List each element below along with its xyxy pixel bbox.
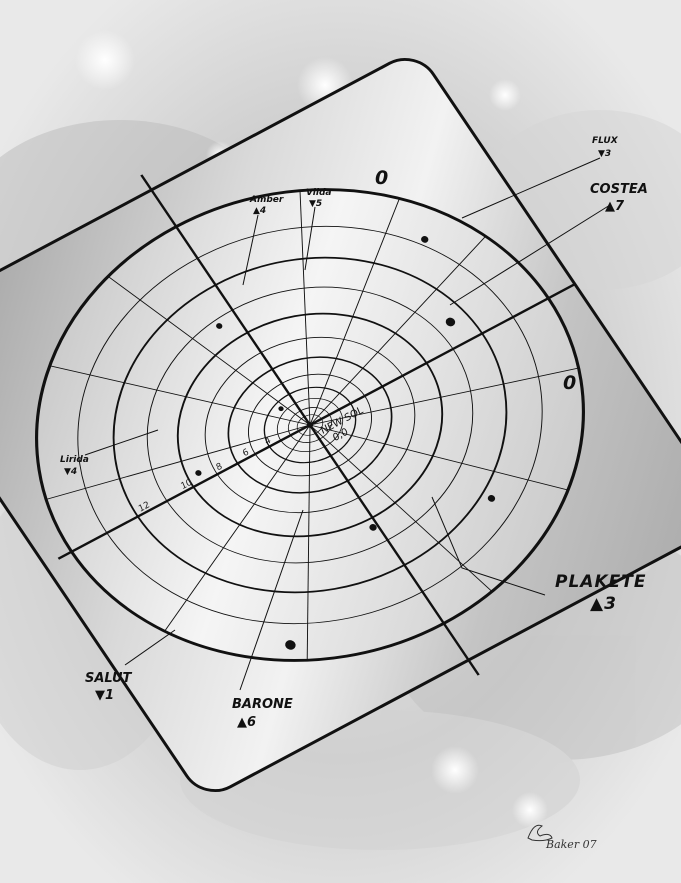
system-code: ▲7 bbox=[605, 199, 625, 214]
system-name: COSTEA bbox=[590, 182, 648, 197]
label-vilda: Vilda ▼5 bbox=[306, 188, 332, 209]
marker-flux bbox=[421, 236, 429, 243]
label-barone: BARONE ▲6 bbox=[232, 697, 293, 730]
marker-salut bbox=[285, 640, 296, 650]
marker-inner bbox=[278, 406, 284, 412]
y-axis-end-label: 0 bbox=[375, 167, 388, 189]
signature-text: Baker 07 bbox=[545, 838, 597, 851]
ring-tick: 6 bbox=[241, 448, 252, 459]
system-name: PLAKETE bbox=[555, 572, 646, 592]
system-name: Vilda bbox=[306, 188, 332, 198]
ring-tick: 12 bbox=[137, 500, 153, 514]
label-amber: Amber ▲4 bbox=[249, 195, 284, 216]
system-name: SALUT bbox=[85, 671, 133, 686]
marker-plakete bbox=[487, 495, 496, 502]
marker-amber bbox=[216, 323, 223, 329]
leader-lines bbox=[84, 157, 611, 691]
system-name: BARONE bbox=[232, 697, 293, 712]
bearing-spokes bbox=[26, 159, 600, 688]
label-lirida: Lirida ▼4 bbox=[60, 455, 89, 477]
system-name: FLUX bbox=[592, 136, 619, 146]
star-chart: 12 10 8 6 4 NEW SOL 0,0 bbox=[0, 58, 681, 792]
system-code: ▼1 bbox=[95, 688, 114, 703]
ring-tick-labels: 12 10 8 6 4 bbox=[137, 436, 274, 514]
label-salut: SALUT ▼1 bbox=[85, 671, 133, 703]
system-code: ▲3 bbox=[590, 594, 617, 614]
ring-tick: 4 bbox=[263, 436, 274, 447]
marker-costea bbox=[445, 317, 456, 327]
system-code: ▼4 bbox=[64, 467, 77, 477]
ring-tick: 10 bbox=[179, 478, 195, 492]
system-code: ▼5 bbox=[309, 199, 322, 209]
marker-barone bbox=[369, 524, 377, 531]
system-name: Lirida bbox=[60, 455, 89, 465]
label-flux: FLUX ▼3 bbox=[592, 136, 619, 159]
x-axis-end-label: 0 bbox=[563, 372, 576, 394]
center-marker bbox=[306, 422, 314, 428]
system-markers bbox=[195, 236, 496, 650]
artist-signature: Baker 07 bbox=[527, 824, 597, 851]
marker-lirida bbox=[195, 470, 202, 476]
label-plakete: PLAKETE ▲3 bbox=[555, 572, 646, 614]
ring-tick: 8 bbox=[214, 462, 225, 473]
label-costea: COSTEA ▲7 bbox=[590, 182, 648, 214]
system-code: ▲6 bbox=[237, 715, 256, 730]
system-code: ▲4 bbox=[253, 206, 266, 216]
system-code: ▼3 bbox=[598, 149, 611, 159]
system-name: Amber bbox=[249, 195, 284, 205]
